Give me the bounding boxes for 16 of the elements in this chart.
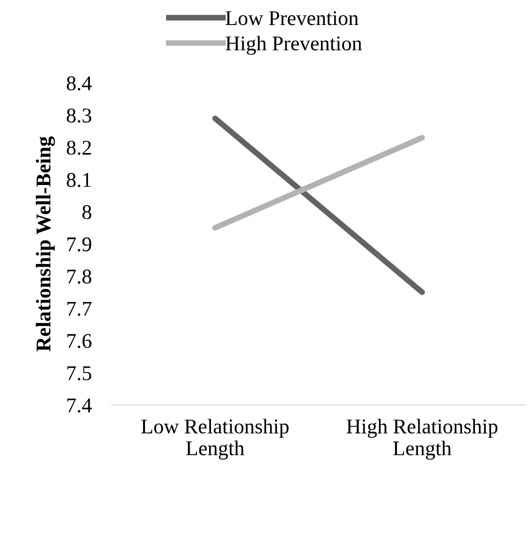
y-tick-label: 7.7 (67, 302, 92, 316)
y-tick-label: 7.9 (67, 237, 92, 252)
y-tick-label: 8.2 (66, 140, 91, 155)
legend-label: Low Prevention (226, 11, 358, 26)
y-tick-label: 7.5 (67, 366, 92, 380)
x-tick-label: High Relationship Length (346, 418, 498, 460)
y-axis-title: Relationship Well-Being (36, 136, 55, 352)
y-tick-label: 8.1 (66, 172, 91, 188)
y-tick-label: 7.8 (67, 270, 92, 284)
y-tick-label: 7.6 (67, 334, 92, 348)
legend-label: High Prevention (226, 36, 362, 55)
y-tick-label: 8 (82, 205, 92, 220)
y-tick-label: 8.3 (66, 108, 92, 123)
x-tick-label: Low Relationship Length (141, 418, 289, 460)
y-tick-label: 7.4 (67, 398, 92, 413)
y-tick-label: 8.4 (66, 76, 92, 90)
